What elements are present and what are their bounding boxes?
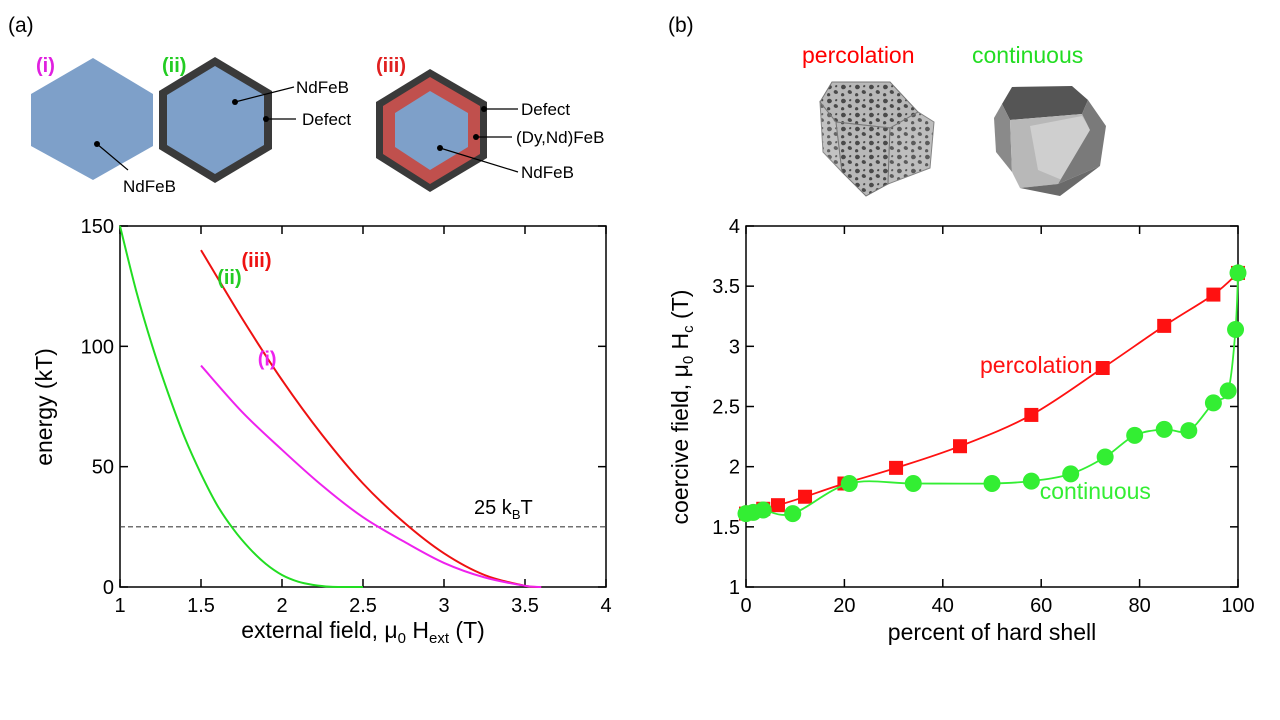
chart-a-xtick-label: 1 [114,595,125,617]
percolation-point [798,489,813,504]
label-dyndfeb-iii: (Dy,Nd)FeB [516,128,604,147]
diagram-iii-tag: (iii) [376,55,406,77]
chart-b-xtick-label: 80 [1128,595,1150,617]
hexagon-ndfeb-iii [395,91,468,170]
diagram-i-tag: (i) [36,55,55,77]
chart-a-ytick-label: 50 [92,457,114,479]
diagram-ii: (ii) NdFeB Defect [159,55,351,183]
hexagon-ndfeb-i [31,58,153,180]
label-defect-iii: Defect [521,100,570,119]
chart-a-xlabel: external field, μ0 Hext (T) [241,617,485,647]
continuous-point [1180,422,1198,440]
diagram-i: (i) NdFeB [31,55,176,196]
percolation-point [1157,318,1172,333]
continuous-grain-render [994,86,1106,196]
pointer-line-iii-core [439,147,519,173]
chart-b-xtick-label: 100 [1221,595,1254,617]
percolation-grain-render [819,81,935,197]
chart-b-xtick-label: 40 [932,595,954,617]
chart-b-xtick-label: 20 [833,595,855,617]
percolation-point [1024,407,1039,422]
diagram-ii-tag: (ii) [162,55,186,77]
continuous-point [784,505,802,523]
continuous-point [1204,394,1222,412]
series-label-percolation: percolation [980,352,1093,378]
chart-b-ytick-label: 1.5 [712,517,740,539]
chart-b-plot-frame [745,225,1239,588]
series-line-iii [200,249,542,589]
chart-a-xtick-label: 2 [276,595,287,617]
render-title-continuous: continuous [972,42,1083,68]
chart-energy-vs-field: 1 1.5 2 2.5 3 3.5 4 0 50 100 150 (ii)(iii) (i) ener… [31,216,612,647]
percolation-point [1206,287,1221,302]
chart-b-xtick-label: 60 [1030,595,1052,617]
chart-a-xtick-label: 1.5 [187,595,215,617]
continuous-point [1229,264,1247,282]
label-ndfeb-ii: NdFeB [296,78,349,97]
diagram-iii: (iii) Defect (Dy,Nd)FeB NdFeB [376,55,604,192]
chart-b-xlabel: percent of hard shell [888,619,1096,645]
label-ndfeb-i: NdFeB [123,177,176,196]
percolation-point [770,498,785,513]
percolation-point [889,460,904,475]
chart-b-ytick-label: 4 [729,216,740,238]
chart-b-ytick-label: 3.5 [712,276,740,298]
continuous-point [1022,472,1040,490]
chart-coercive-vs-shell: 0 20 40 60 80 100 1 1.5 2 2.5 3 3.5 4 percolation con… [667,216,1255,645]
chart-a-plot-frame [119,225,607,588]
series-label-iii: (iii) [242,250,272,272]
chart-b-ylabel: coercive field, μ0 Hc (T) [667,290,697,525]
chart-a-xtick-label: 2.5 [349,595,377,617]
pointer-line-i [96,143,129,171]
chart-b-xtick-label: 0 [740,595,751,617]
label-defect-ii: Defect [302,110,351,129]
panel-a-label: (a) [8,14,34,37]
series-line-ii [119,225,363,589]
threshold-label: 25 kBT [474,497,533,522]
render-title-percolation: percolation [802,42,915,68]
series-label-continuous: continuous [1040,478,1151,504]
percolation-point [1095,360,1110,375]
continuous-point [1227,320,1245,338]
chart-b-ytick-label: 2 [729,457,740,479]
chart-b-ytick-label: 3 [729,336,740,358]
continuous-point [754,501,772,519]
chart-a-xtick-label: 3.5 [511,595,539,617]
chart-a-ytick-label: 100 [81,336,114,358]
continuous-point [1155,420,1173,438]
continuous-point [1062,465,1080,483]
chart-a-ylabel: energy (kT) [31,348,57,466]
chart-a-xtick-label: 4 [600,595,611,617]
continuous-point [1219,382,1237,400]
label-ndfeb-iii: NdFeB [521,163,574,182]
continuous-point [904,475,922,493]
chart-b-ytick-label: 1 [729,577,740,599]
series-line-i [200,364,542,588]
continuous-point [983,475,1001,493]
hexagon-ndfeb-ii [167,66,264,174]
series-label-ii: (ii) [217,267,241,289]
chart-b-ytick-label: 2.5 [712,397,740,419]
chart-a-ytick-label: 0 [103,577,114,599]
chart-a-ytick-label: 150 [81,216,114,238]
panel-b-label: (b) [668,14,694,37]
pointer-line-ii-core [234,86,295,103]
continuous-point [1096,448,1114,466]
continuous-point [840,475,858,493]
series-label-i: (i) [258,349,277,371]
continuous-point [1126,426,1144,444]
chart-a-xtick-label: 3 [438,595,449,617]
percolation-point [953,439,968,454]
